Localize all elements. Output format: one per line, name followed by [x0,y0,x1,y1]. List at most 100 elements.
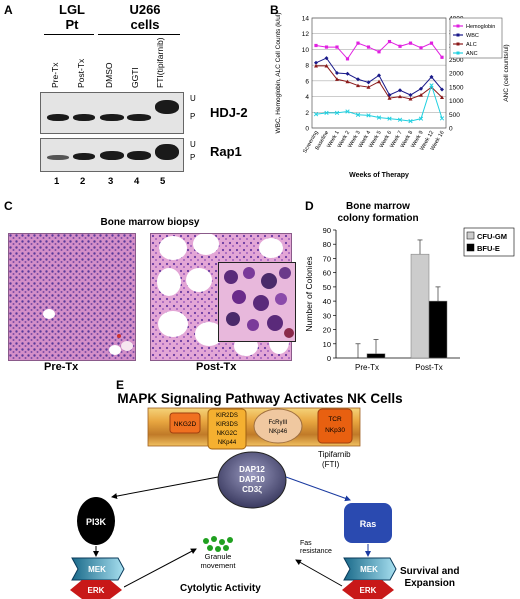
hdj2-protein-label: HDJ-2 [210,105,248,120]
lgl-text: LGL [59,2,85,17]
survival-text: Survival and [400,566,460,577]
b-data-point [345,79,350,84]
b-data-point [387,39,392,44]
fti-text: (FTI) [322,460,340,469]
nkp30-text: NKp30 [325,427,345,434]
b-data-point [398,44,402,48]
kir3ds-text: KIR3DS [216,422,238,428]
b-data-point [429,83,434,88]
rap1-band-lane4 [127,151,151,160]
b-data-point [335,45,339,49]
b-data-point [377,50,381,54]
lane-label-ggti: GGTI [130,67,140,88]
tipifarnib-label: Tipifarnib (FTI) [318,450,351,469]
erk-right-text: ERK [360,586,377,595]
b-data-point [314,63,318,68]
lane-number-4: 4 [134,176,140,187]
granule-movement-label: Granule movement [198,552,238,570]
rap1-blot [40,138,184,172]
b-legend-marker [456,42,460,46]
nkg2c-text: NKG2C [217,431,238,437]
d-y-tick-label: 90 [323,226,331,235]
panel-e-label: E [116,378,125,392]
b-data-point [345,71,350,76]
d-legend-swatch [466,231,475,240]
d-x-tick-label: Post-Tx [415,363,443,372]
b-data-point [408,41,413,45]
rap1-band-lane5 [155,144,179,160]
granule-dots [203,536,233,552]
arrow-erk-to-fas [295,559,343,587]
arrow-to-ras [285,476,351,502]
b-legend-label: Hemoglobin [466,24,495,30]
hdj2-band-lane4 [127,114,151,121]
b-data-point [377,79,381,84]
b-data-point [314,60,318,65]
cytolytic-activity-label: Cytolytic Activity [180,583,261,594]
d-y-tick-label: 30 [323,311,331,320]
b-legend-label: WBC [466,33,479,39]
rap1-u-marker: U [190,140,196,149]
lane-label-pre-tx: Pre-Tx [50,62,60,89]
rap1-band-lane3 [100,151,124,160]
b-left-tick-label: 14 [302,16,310,23]
hdj2-p-marker: P [190,112,196,121]
bone-marrow-biopsy-title: Bone marrow biopsy [100,217,200,228]
panel-a-label: A [4,3,13,17]
b-right-axis-label: ANC (cell counts/ul) [503,44,510,101]
colony-formation-title: Bone marrow colony formation [318,201,438,225]
b-data-point [345,109,350,114]
b-data-point [419,46,423,50]
lane-number-5: 5 [160,176,166,187]
b-data-point [324,110,329,116]
b-series-line [315,83,443,122]
b-data-point [376,115,382,120]
d-bar [366,353,386,359]
granule-text: Granule [204,552,232,561]
dap12-text: DAP12 [239,465,265,474]
post-tx-inset-magnified [218,262,296,342]
b-right-tick-label: 1500 [449,84,464,91]
nkp46-text: NKp46 [269,429,288,435]
u266-text: U266 [129,2,161,17]
hdj2-band-lane1 [47,114,69,121]
b-data-point [429,74,434,79]
b-data-point [366,85,371,89]
mek-left-text: MEK [88,565,106,574]
cd3z-text: CD3ζ [242,485,262,494]
lane-label-dmso: DMSO [104,62,114,89]
b-right-tick-label: 2500 [449,57,464,64]
colony-title-line2: colony formation [337,213,419,224]
d-y-tick-label: 40 [323,297,331,306]
panel-d-label: D [305,199,314,213]
d-legend-swatch [466,243,475,252]
survival-expansion-label: Survival and Expansion [400,566,459,590]
b-data-point [440,55,444,59]
b-data-point [377,73,381,78]
b-data-point [387,116,392,121]
u266-underline [98,34,180,35]
b-data-point [356,83,360,88]
erk-node-left: ERK [70,580,122,599]
rap1-protein-label: Rap1 [210,144,242,159]
b-data-point [324,45,329,49]
dap10-text: DAP10 [239,475,265,484]
mek-node-left: MEK [71,557,125,581]
hdj2-band-lane3 [100,114,124,121]
lgl-underline [44,34,94,35]
movement-text: movement [200,561,236,570]
d-bar [428,300,448,359]
b-right-tick-label: 2000 [449,71,464,78]
fas-text: Fas [300,540,312,547]
b-legend-marker [456,24,460,28]
lgl-pt-heading: LGL Pt [52,2,92,32]
resistance-text: resistance [300,548,332,555]
pi3k-text: PI3K [86,517,107,527]
b-legend-label: ANC [466,51,478,57]
erk-node-right: ERK [342,580,394,599]
b-left-tick-label: 4 [305,94,309,101]
b-data-point [408,93,413,97]
u266-heading: U266 cells [115,2,175,32]
b-left-tick-label: 2 [305,110,309,117]
fas-resistance-label: Fas resistance [300,540,332,556]
